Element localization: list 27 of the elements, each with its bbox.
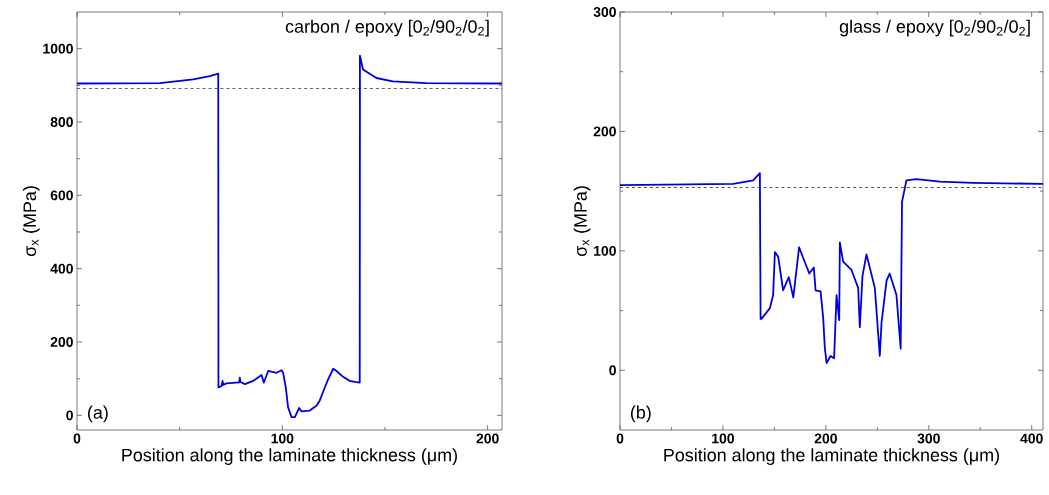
x-tick-label: 100: [712, 433, 734, 444]
x-tick-label: 0: [73, 433, 81, 444]
y-tick-label: 1000: [43, 43, 73, 54]
annotation: (b): [630, 405, 651, 423]
y-tick-label: 800: [50, 117, 73, 127]
y-axis-title: σ$_{x}$ (MPa): [573, 186, 591, 257]
x-tick-label: 200: [476, 433, 499, 444]
x-tick-label: 100: [271, 433, 294, 444]
chart-title: glass / epoxy [0$_{2}$/90$_{2}$/0$_{2}$]: [839, 19, 1030, 37]
y-axis-title: σ$_{x}$ (MPa): [22, 186, 40, 257]
y-tick-label: 100: [594, 245, 616, 256]
x-tick-label: 300: [917, 433, 940, 444]
y-tick-label: 0: [66, 410, 73, 421]
y-tick-label: 600: [50, 190, 73, 201]
y-tick-label: 200: [50, 337, 73, 347]
x-tick-label: 200: [814, 433, 837, 444]
x-tick-label: 0: [616, 433, 624, 444]
y-tick-label: 200: [593, 126, 616, 137]
line-series: [620, 172, 1044, 365]
y-tick-label: 400: [50, 263, 73, 274]
chart-title: carbon / epoxy [0$_{2}$/90$_{2}$/0$_{2}$]: [285, 19, 489, 37]
y-tick-label: 300: [593, 7, 616, 17]
x-axis-title: Position along the laminate thickness (μm): [664, 448, 999, 465]
y-tick-label: 0: [609, 365, 616, 376]
x-tick-label: 400: [1020, 433, 1043, 444]
annotation: (a): [88, 405, 108, 423]
x-axis-title: Position along the laminate thickness (μm): [122, 448, 457, 465]
